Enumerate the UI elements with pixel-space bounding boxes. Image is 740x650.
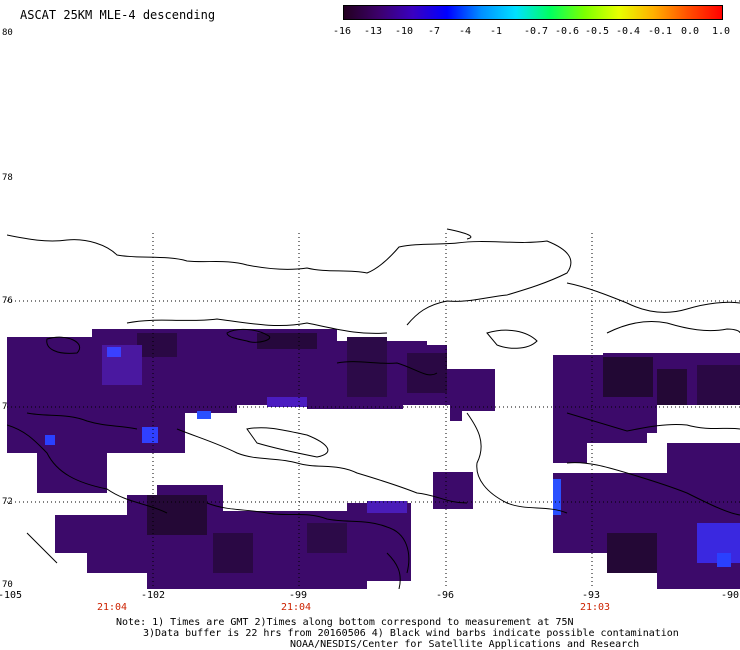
note-line-2: 3)Data buffer is 22 hrs from 20160506 4)… [143,628,679,639]
data-swaths [7,329,740,589]
colorbar-label: -10 [394,26,414,37]
time-label: 21:04 [280,602,312,613]
lon-label: -93 [581,590,601,601]
lat-label: 70 [2,580,13,590]
colorbar-label: -0.4 [615,26,641,37]
colorbar-label: 1.0 [711,26,731,37]
note-line-3: NOAA/NESDIS/Center for Satellite Applica… [290,639,640,650]
coastlines [7,228,740,589]
lon-label: -96 [435,590,455,601]
map-plot [7,228,740,589]
lon-label: -90 [720,590,740,601]
colorbar-labels: -16 -13 -10 -7 -4 -1 -0.7 -0.6 -0.5 -0.4… [330,26,740,40]
colorbar-label: -0.7 [523,26,549,37]
graticule [7,233,740,589]
colorbar-label: 0.0 [680,26,700,37]
lon-label: -102 [140,590,166,601]
colorbar-label: -16 [332,26,352,37]
lat-label: 80 [2,28,13,38]
lon-label: -99 [288,590,308,601]
time-label: 21:04 [96,602,128,613]
colorbar-label: -1 [489,26,503,37]
map-title: ASCAT 25KM MLE-4 descending [20,8,216,22]
colorbar [343,5,723,20]
lat-label: 78 [2,173,13,183]
colorbar-label: -13 [363,26,383,37]
colorbar-label: -4 [458,26,472,37]
colorbar-label: -0.5 [584,26,610,37]
colorbar-label: -0.1 [647,26,673,37]
colorbar-label: -0.6 [554,26,580,37]
time-label: 21:03 [579,602,611,613]
note-line-1: Note: 1) Times are GMT 2)Times along bot… [116,617,574,628]
lon-label: -105 [0,590,23,601]
colorbar-label: -7 [427,26,441,37]
